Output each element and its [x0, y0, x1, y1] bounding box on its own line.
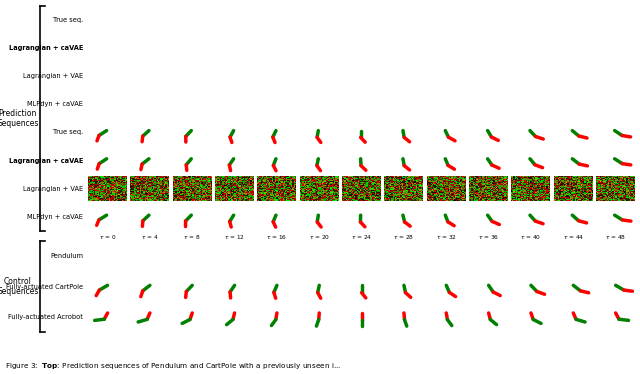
Text: True seq.: True seq. [53, 17, 83, 23]
Text: Figure 3:  $\mathbf{Top}$: Prediction sequences of Pendulum and CartPole with a : Figure 3: $\mathbf{Top}$: Prediction seq… [5, 361, 341, 371]
Text: $\tau$ = 16: $\tau$ = 16 [266, 233, 287, 241]
Text: $\tau$ = 48: $\tau$ = 48 [605, 233, 627, 241]
Text: Lagrangian + caVAE: Lagrangian + caVAE [9, 158, 83, 164]
Text: $\tau$ = 0: $\tau$ = 0 [99, 233, 116, 241]
Text: $\tau$ = 40: $\tau$ = 40 [520, 233, 541, 241]
Text: MLPdyn + caVAE: MLPdyn + caVAE [28, 101, 83, 107]
Text: Pendulum: Pendulum [50, 253, 83, 260]
Text: $\tau$ = 20: $\tau$ = 20 [308, 233, 330, 241]
Text: MLPdyn + caVAE: MLPdyn + caVAE [28, 214, 83, 220]
Text: Control
Sequences: Control Sequences [0, 277, 38, 296]
Text: $\tau$ = 24: $\tau$ = 24 [351, 233, 372, 241]
Text: $\tau$ = 44: $\tau$ = 44 [563, 233, 584, 241]
Text: Lagrangian + VAE: Lagrangian + VAE [23, 73, 83, 79]
Text: True seq.: True seq. [53, 129, 83, 135]
Text: Fully-actuated CartPole: Fully-actuated CartPole [6, 283, 83, 290]
Text: Prediction
Sequences: Prediction Sequences [0, 109, 38, 128]
Text: Lagrangian + VAE: Lagrangian + VAE [23, 186, 83, 192]
Text: Fully-actuated Acrobot: Fully-actuated Acrobot [8, 314, 83, 320]
Text: Lagrangian + caVAE: Lagrangian + caVAE [9, 45, 83, 51]
Text: $\tau$ = 32: $\tau$ = 32 [436, 233, 457, 241]
Text: $\tau$ = 4: $\tau$ = 4 [141, 233, 159, 241]
Text: $\tau$ = 12: $\tau$ = 12 [224, 233, 245, 241]
Text: $\tau$ = 28: $\tau$ = 28 [394, 233, 415, 241]
Text: $\tau$ = 36: $\tau$ = 36 [478, 233, 499, 241]
Text: $\tau$ = 8: $\tau$ = 8 [184, 233, 201, 241]
